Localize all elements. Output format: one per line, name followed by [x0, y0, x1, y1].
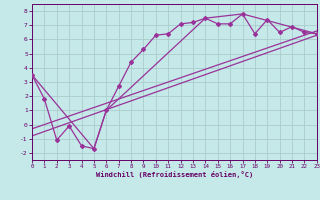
- X-axis label: Windchill (Refroidissement éolien,°C): Windchill (Refroidissement éolien,°C): [96, 171, 253, 178]
